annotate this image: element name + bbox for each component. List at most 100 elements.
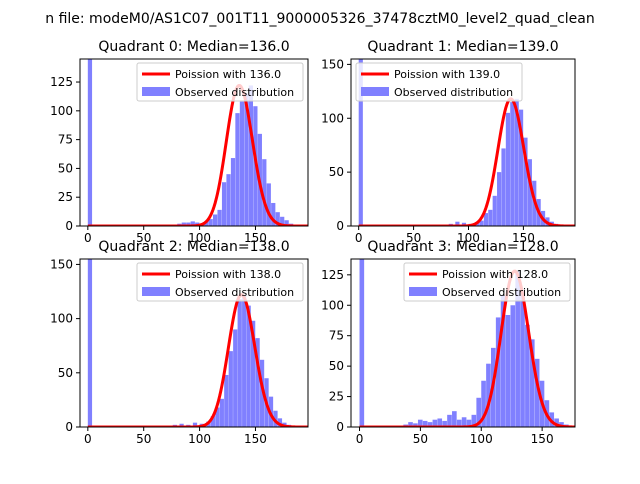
histogram-bar [246,305,251,427]
histogram-bar [210,416,216,427]
histogram-bar [359,259,365,427]
subplot-2: 0 50 100 150 0 50 100 150 Quadrant 2: Median=138… [50,239,309,446]
histogram-bar [226,174,231,226]
histogram-bar [221,182,227,226]
histogram-bar [514,98,519,226]
histogram-bar [505,112,510,226]
histogram-bar [181,222,186,226]
histogram-bar [413,423,418,427]
x-tick-label: 50 [136,432,151,446]
y-tick-label: 0 [65,420,73,434]
histogram-bar [255,338,260,427]
histogram-bar [266,183,271,226]
histogram-bar [280,216,285,226]
poisson-curve [358,97,575,226]
histogram-bar [262,159,267,226]
poisson-curve [87,293,308,427]
y-tick-label: 100 [321,111,344,125]
axes-frame [79,258,309,428]
histogram-bar [275,212,280,226]
x-tick-label: 50 [413,432,428,446]
legend-curve-label: Poission with 136.0 [175,68,281,81]
legend: Poission with 136.0 Observed distribution [136,62,304,102]
legend-hist-swatch [142,287,170,296]
legend-box [355,62,523,102]
histogram-bar [525,324,530,427]
legend-hist-label: Observed distribution [394,86,513,99]
histogram-bar [442,420,447,427]
histogram-bar [479,220,484,226]
y-tick-label: 50 [58,366,73,380]
histogram-bar [87,59,93,226]
y-tick-label: 0 [336,420,344,434]
histogram-bar [235,113,240,226]
histogram-bar [224,374,229,427]
histogram-bar [244,93,249,226]
histogram-bar [466,419,472,427]
legend-hist-swatch [361,87,389,96]
legend-curve-label: Poission with 128.0 [442,268,548,281]
histogram-bar [481,380,486,427]
legend: Poission with 139.0 Observed distribution [355,62,523,102]
subplot-title: Quadrant 2: Median=138.0 [98,239,289,255]
histogram-bar [228,351,233,427]
y-tick-label: 125 [321,268,344,282]
y-tick-label: 0 [336,219,344,233]
histogram-bar [483,213,489,226]
histogram-bar [559,422,564,427]
histogram-bar [271,202,276,226]
histogram-bar [277,418,283,427]
x-tick-label: 50 [406,231,421,245]
histogram-bar [284,220,289,226]
histogram-bar [432,419,438,427]
histogram-bar [242,294,247,427]
y-tick-label: 25 [329,390,344,404]
histogram-bar [476,397,482,427]
histogram-bar [527,159,532,226]
y-tick-label: 50 [329,359,344,373]
x-tick-label: 0 [355,231,363,245]
legend-hist-label: Observed distribution [175,286,294,299]
histogram-bar [273,410,278,427]
histogram-bar [534,358,540,427]
histogram-bar [417,419,423,427]
histogram-bar [179,423,184,427]
histogram-bar [495,317,501,427]
histogram-bar [520,290,525,427]
plot-area [87,259,308,427]
histogram-bar [519,109,524,226]
histogram-bar [471,414,477,427]
y-tick-label: 150 [50,257,73,271]
y-tick-label: 100 [50,312,73,326]
subplot-0: 0 50 100 150 0 25 50 75 100 125 Quadrant 0: Median… [50,39,309,245]
y-tick-label: 100 [321,298,344,312]
axes-frame [350,258,576,428]
histogram-bar [215,407,220,427]
x-tick-label: 100 [457,231,480,245]
histogram-bar [486,363,491,427]
histogram-bar [239,101,245,226]
histogram-bar [501,148,506,226]
legend-box [403,262,571,302]
histogram-bar [529,339,535,427]
axes-frame [350,58,576,227]
histogram-bar [456,419,462,427]
histogram-bar [87,259,93,427]
histogram-bar [237,299,242,427]
legend: Poission with 128.0 Observed distribution [403,262,571,302]
y-tick-label: 50 [329,165,344,179]
histogram-bar [422,420,428,427]
legend-box [136,262,304,302]
histogram-bar [192,422,198,427]
x-tick-label: 150 [244,432,267,446]
legend-curve-label: Poission with 139.0 [394,68,500,81]
x-tick-label: 150 [531,432,554,446]
histogram-bar [455,221,460,226]
poisson-curve [87,83,308,226]
x-tick-label: 0 [84,432,92,446]
x-tick-label: 150 [244,231,267,245]
histogram-bar [447,414,452,427]
histogram-bar [437,418,443,427]
y-tick-label: 0 [65,219,73,233]
histogram-bar [186,222,191,226]
